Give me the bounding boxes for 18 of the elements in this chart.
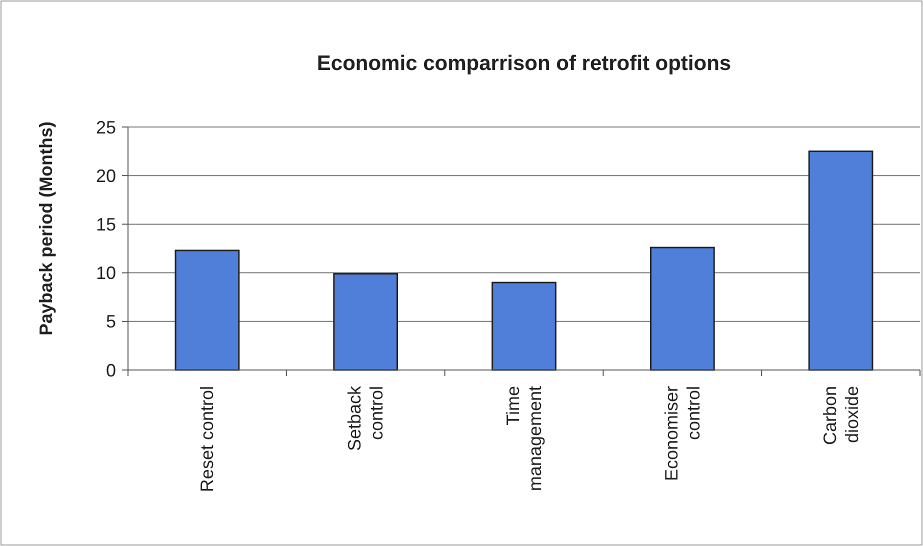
y-tick-label: 25 (96, 117, 116, 138)
bar (492, 282, 556, 371)
chart-title: Economic comparrison of retrofit options (316, 52, 732, 75)
x-tick-label: Setback control (344, 385, 387, 452)
y-tick-label: 15 (96, 214, 116, 234)
bar (808, 150, 874, 371)
y-tick-label: 0 (106, 360, 116, 380)
x-tick-label: Reset control (197, 386, 218, 492)
y-tick-label: 10 (96, 263, 116, 284)
y-tick-label: 20 (96, 166, 116, 186)
bar (333, 273, 398, 371)
y-axis-title: Payback period (Months) (36, 121, 56, 336)
bar (650, 246, 715, 371)
x-tick-label: Carbon dioxide (820, 386, 862, 446)
x-tick-label: Time management (503, 386, 545, 492)
bar (174, 250, 240, 371)
y-tick-label: 5 (106, 312, 116, 332)
x-tick-label: Economiser control (661, 386, 704, 482)
